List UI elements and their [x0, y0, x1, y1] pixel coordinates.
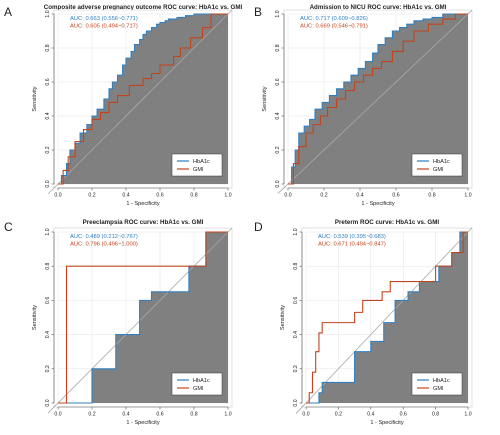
y-tick-label: 0.4 — [45, 112, 51, 119]
roc-curve-hba1c — [288, 13, 468, 185]
y-tick-label: 1.0 — [45, 10, 51, 17]
panel-letter: B — [254, 5, 262, 19]
auc-label: AUC: 0.489 (0.212~0.767) — [70, 234, 138, 240]
y-axis-label: Sensitivity — [262, 86, 268, 111]
y-tick-label: 0.6 — [275, 78, 281, 85]
x-tick-label: 1.0 — [464, 193, 471, 199]
x-tick-label: 0.8 — [190, 412, 197, 418]
y-tick-label: 0.8 — [293, 262, 299, 269]
y-tick-label: 0.2 — [293, 365, 299, 372]
x-tick-label: 0.4 — [122, 412, 129, 418]
x-tick-label: 0.0 — [284, 193, 291, 199]
legend-label: HbA1c — [193, 159, 210, 165]
legend-box — [411, 372, 463, 396]
x-tick-label: 0.0 — [54, 412, 61, 418]
x-tick-label: 1.0 — [464, 412, 471, 418]
y-tick-label: 0.4 — [293, 331, 299, 338]
panel-letter: C — [4, 220, 13, 234]
x-tick-label: 0.8 — [428, 193, 435, 199]
diagonal-reference-line — [277, 9, 473, 194]
roc-curve-gmi — [58, 231, 228, 404]
roc-panel-b: B Admission to NICU ROC curve: HbA1c vs. … — [254, 4, 473, 207]
chart-title: Preeclampsia ROC curve: HbA1c vs. GMI — [83, 219, 204, 226]
x-tick-label: 0.4 — [356, 193, 363, 199]
legend-label: GMI — [433, 386, 444, 392]
y-axis-label: Sensitivity — [280, 305, 286, 330]
diagonal-reference-line — [47, 9, 233, 195]
roc-panel-c: C Preeclampsia ROC curve: HbA1c vs. GMI 0.… — [4, 219, 233, 426]
x-tick-label: 0.6 — [156, 193, 163, 199]
legend-box — [411, 153, 463, 177]
auc-label: AUC: 0.669 (0.546~0.791) — [300, 24, 368, 30]
y-tick-label: 0.0 — [293, 399, 299, 406]
x-tick-label: 1.0 — [224, 193, 231, 199]
y-tick-label: 0.0 — [45, 399, 51, 406]
chart-title: Admission to NICU ROC curve: HbA1c vs. G… — [310, 4, 447, 11]
auc-label: AUC: 0.539 (0.395~0.683) — [318, 234, 386, 240]
y-tick-label: 1.0 — [45, 228, 51, 235]
x-tick-label: 0.8 — [190, 193, 197, 199]
roc-curve-hba1c — [58, 13, 228, 185]
x-tick-label: 0.2 — [320, 193, 327, 199]
auc-label: AUC: 0.796 (0.496~1.000) — [70, 242, 138, 248]
y-tick-label: 0.2 — [45, 365, 51, 372]
legend-label: GMI — [433, 167, 444, 173]
x-tick-label: 0.8 — [432, 412, 439, 418]
y-tick-label: 0.8 — [45, 262, 51, 269]
legend-label: GMI — [193, 386, 204, 392]
y-tick-label: 0.0 — [275, 180, 281, 187]
y-tick-label: 0.4 — [275, 112, 281, 119]
auc-label: AUC: 0.717 (0.609~0.826) — [300, 16, 368, 22]
legend-box — [171, 372, 223, 396]
y-axis-label: Sensitivity — [32, 305, 38, 330]
roc-curve-gmi — [306, 231, 468, 404]
y-tick-label: 0.6 — [45, 78, 51, 85]
y-tick-label: 0.0 — [45, 180, 51, 187]
auc-label: AUC: 0.605 (0.494~0.717) — [70, 24, 138, 30]
x-tick-label: 0.0 — [54, 193, 61, 199]
x-axis-label: 1 - Specificity — [126, 201, 159, 207]
y-tick-label: 0.6 — [293, 297, 299, 304]
x-axis-label: 1 - Specificity — [370, 420, 403, 426]
panel-letter: D — [254, 220, 263, 234]
y-tick-label: 1.0 — [275, 10, 281, 17]
x-tick-label: 1.0 — [224, 412, 231, 418]
legend-label: HbA1c — [433, 378, 450, 384]
auc-label: AUC: 0.663 (0.556~0.771) — [70, 16, 138, 22]
roc-panel-a: A Composite adverse pregnancy outcome ROC… — [4, 4, 242, 207]
x-tick-label: 0.6 — [156, 412, 163, 418]
roc-curve-gmi — [288, 13, 468, 185]
legend-label: GMI — [193, 167, 204, 173]
x-tick-label: 0.2 — [88, 193, 95, 199]
x-axis-label: 1 - Specificity — [361, 201, 394, 207]
auc-area-fill — [306, 232, 468, 403]
x-tick-label: 0.2 — [88, 412, 95, 418]
roc-curve-gmi — [58, 13, 228, 185]
y-tick-label: 0.4 — [45, 331, 51, 338]
y-tick-label: 0.8 — [275, 44, 281, 51]
x-axis-label: 1 - Specificity — [126, 420, 159, 426]
y-tick-label: 1.0 — [293, 228, 299, 235]
y-tick-label: 0.2 — [275, 146, 281, 153]
x-tick-label: 0.4 — [367, 412, 374, 418]
x-tick-label: 0.0 — [302, 412, 309, 418]
legend-box — [171, 153, 223, 177]
y-tick-label: 0.8 — [45, 44, 51, 51]
legend-label: HbA1c — [433, 159, 450, 165]
y-tick-label: 0.6 — [45, 297, 51, 304]
y-tick-label: 0.2 — [45, 146, 51, 153]
x-tick-label: 0.6 — [400, 412, 407, 418]
auc-label: AUC: 0.671 (0.494~0.847) — [318, 242, 386, 248]
x-tick-label: 0.4 — [122, 193, 129, 199]
roc-panel-d: D Preterm ROC curve: HbA1c vs. GMI 0.0 0.2 0… — [254, 219, 473, 426]
panel-letter: A — [4, 5, 12, 19]
x-tick-label: 0.2 — [335, 412, 342, 418]
x-tick-label: 0.6 — [392, 193, 399, 199]
y-axis-label: Sensitivity — [32, 86, 38, 111]
chart-title: Preterm ROC curve: HbA1c vs. GMI — [335, 219, 439, 226]
chart-title: Composite adverse pregnancy outcome ROC … — [44, 4, 243, 11]
legend-label: HbA1c — [193, 378, 210, 384]
